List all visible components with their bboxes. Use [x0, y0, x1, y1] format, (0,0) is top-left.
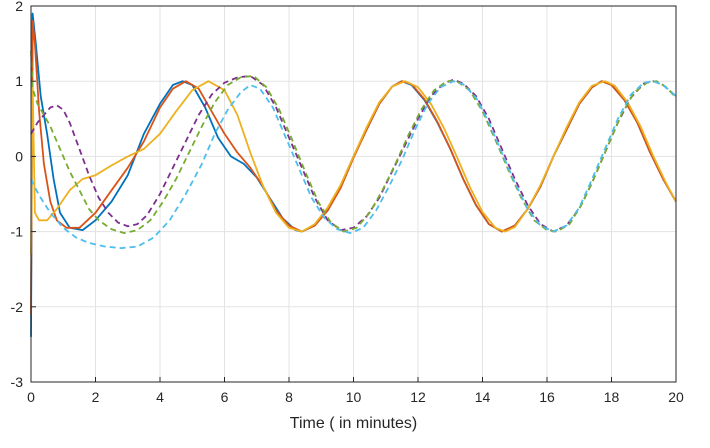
series-line-2 — [30, 20, 677, 315]
x-tick-label: 6 — [221, 389, 229, 405]
x-axis-title: Time ( in minutes) — [290, 415, 417, 432]
series-lines — [30, 12, 677, 337]
x-tick-label: 10 — [346, 389, 362, 405]
y-tick-label: -2 — [11, 299, 24, 315]
x-tick-label: 12 — [410, 389, 426, 405]
y-tick-label: 1 — [15, 73, 23, 89]
x-tick-label: 14 — [475, 389, 491, 405]
x-tick-label: 16 — [539, 389, 555, 405]
x-tick-label: 18 — [604, 389, 620, 405]
x-tick-label: 4 — [156, 389, 164, 405]
x-tick-label: 8 — [285, 389, 293, 405]
y-tick-label: 2 — [15, 0, 23, 14]
x-tick-label: 2 — [92, 389, 100, 405]
y-tick-label: 0 — [15, 148, 23, 164]
series-line-3 — [30, 80, 677, 255]
x-axis-ticks: 0 2 4 6 8 10 12 14 16 18 20 — [27, 377, 684, 405]
y-tick-label: -1 — [11, 224, 24, 240]
x-tick-label: 20 — [668, 389, 684, 405]
y-axis-ticks: -3 -2 -1 0 1 2 — [11, 0, 36, 390]
y-tick-label: -3 — [11, 374, 24, 390]
series-line-5 — [30, 51, 677, 234]
x-tick-label: 0 — [27, 389, 35, 405]
series-line-6 — [30, 80, 677, 249]
